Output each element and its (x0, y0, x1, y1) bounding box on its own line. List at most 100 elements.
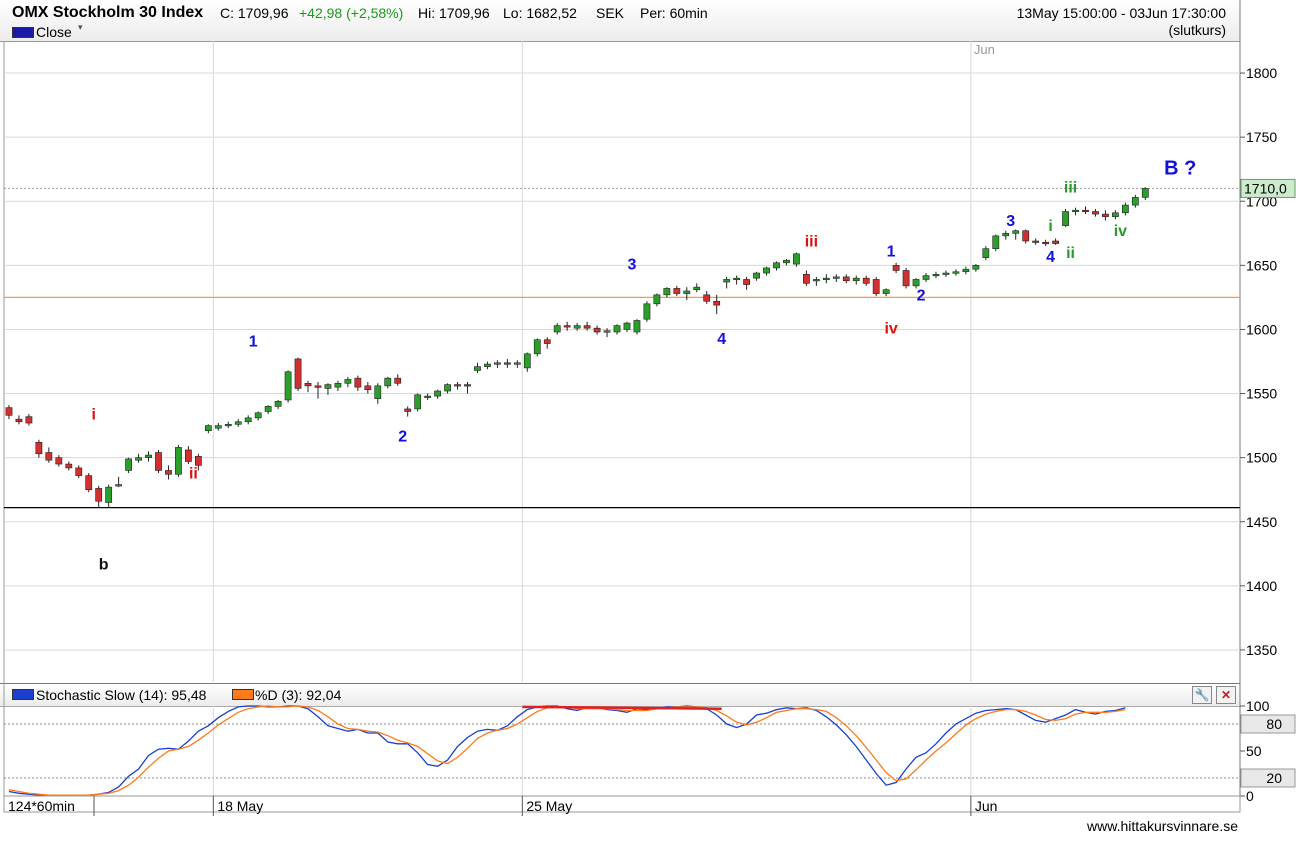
period-label: Per: 60min (640, 5, 708, 21)
wave-label: 1 (887, 244, 896, 261)
wave-label: iv (1114, 223, 1127, 240)
candle-body (643, 303, 651, 320)
candle (793, 252, 800, 267)
wave-label: 2 (917, 287, 926, 304)
candle-body (224, 424, 232, 427)
price-basis: (slutkurs) (1168, 22, 1226, 38)
candle-body (852, 277, 860, 282)
wave-label: 4 (717, 331, 726, 348)
candle-body (1022, 230, 1030, 242)
close-legend-swatch (12, 27, 34, 38)
wave-label: iii (805, 233, 818, 250)
candle (1121, 202, 1129, 216)
candle (45, 447, 53, 463)
candle-body (25, 416, 33, 424)
candle (553, 323, 561, 335)
candle (733, 275, 741, 285)
candle (822, 274, 830, 284)
candle (693, 283, 701, 293)
x-tick-label: 18 May (217, 798, 263, 814)
candle (932, 271, 940, 279)
candle-body (733, 277, 741, 280)
candle-body (324, 384, 332, 389)
candle-body (484, 363, 491, 367)
candle (803, 270, 810, 286)
y-tick-label: 1450 (1246, 514, 1277, 530)
candle-body (165, 470, 172, 475)
stoch-k-line (8, 705, 1126, 797)
axis-panel (1240, 0, 1296, 841)
candle (294, 357, 302, 391)
source-url[interactable]: www.hittakursvinnare.se (1087, 818, 1238, 834)
candle (85, 473, 93, 493)
stoch-y-tick-label: 0 (1246, 788, 1254, 804)
time-axis (3, 795, 1241, 813)
candle-body (1102, 213, 1109, 217)
candle (942, 270, 950, 277)
candle-body (673, 288, 681, 294)
y-tick-label: 1350 (1246, 642, 1277, 658)
candle-body (783, 259, 790, 264)
stoch-level-box (1240, 714, 1296, 734)
last-price-box (1240, 178, 1296, 198)
candle-body (1012, 230, 1020, 234)
candle (474, 362, 481, 374)
candle (962, 266, 970, 275)
candle-body (194, 456, 202, 466)
candle-body (503, 362, 511, 365)
candle (234, 419, 242, 427)
candle (533, 338, 541, 357)
wrench-icon[interactable]: 🔧 (1192, 686, 1212, 704)
candle (65, 461, 73, 471)
candle-body (922, 275, 930, 280)
candle-body (743, 279, 750, 285)
candle (404, 406, 412, 417)
candle-body (613, 325, 621, 333)
candle (314, 382, 322, 399)
candle (972, 264, 980, 272)
candle (633, 319, 641, 335)
candle (5, 405, 13, 420)
candle-body (35, 441, 43, 455)
candle (105, 484, 113, 508)
candle (374, 383, 382, 404)
candle-body (424, 395, 432, 398)
candle (832, 274, 840, 283)
candle (1102, 210, 1109, 221)
candle (773, 261, 780, 271)
candle-body (1092, 211, 1099, 215)
candle-body (533, 339, 541, 355)
candle-body (1062, 211, 1069, 226)
candle-body (294, 358, 302, 389)
candle-body (882, 289, 890, 294)
candle-body (55, 457, 63, 465)
candle-body (822, 277, 830, 280)
candle-body (1052, 240, 1059, 244)
candle (663, 287, 671, 298)
candle-body (982, 248, 990, 258)
y-tick-label: 1550 (1246, 386, 1277, 402)
candle-body (145, 454, 152, 458)
candle-body (1121, 204, 1129, 214)
wave-label: 2 (398, 428, 407, 445)
candle (763, 266, 770, 276)
candle (135, 453, 142, 463)
candle (244, 415, 252, 425)
candle (573, 323, 581, 331)
candle-body (105, 486, 113, 503)
wave-label: 3 (1006, 213, 1015, 230)
candle-body (663, 288, 671, 296)
candle-body (444, 384, 451, 392)
candle-body (364, 385, 372, 391)
close-legend-label[interactable]: Close (36, 24, 72, 40)
candle (1062, 208, 1069, 227)
stoch-level-label: 20 (1266, 770, 1282, 786)
chevron-down-icon[interactable]: ▾ (78, 22, 83, 32)
candle-body (15, 418, 23, 423)
close-icon[interactable]: ✕ (1216, 686, 1236, 704)
candle (753, 271, 760, 281)
candle (1141, 187, 1149, 200)
candle (1092, 208, 1099, 217)
stoch-legend-label: Stochastic Slow (14): 95,48 (36, 687, 207, 703)
